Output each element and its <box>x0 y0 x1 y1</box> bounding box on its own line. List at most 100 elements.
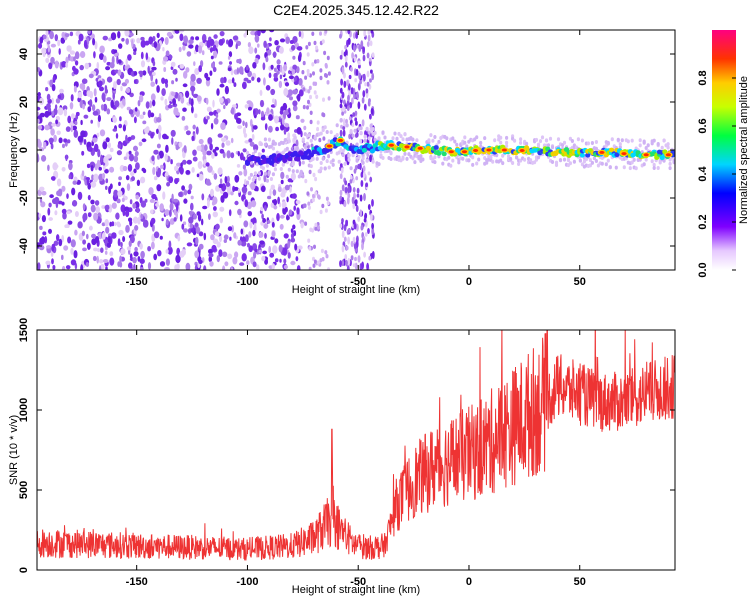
spectrogram-speckle <box>599 150 605 154</box>
spectrogram-speckle <box>210 122 214 130</box>
spectrogram-speckle <box>170 129 176 137</box>
spectrogram-panel: -150 -100 -50 0 50 -40 -20 0 20 40 Height of str… <box>8 29 676 296</box>
spectrogram-speckle <box>666 145 670 150</box>
spectrogram-speckle <box>77 221 83 229</box>
spectrogram-speckle <box>305 45 309 50</box>
spectrogram-speckle <box>138 94 144 103</box>
spectrogram-speckle <box>150 81 155 87</box>
spectrogram-speckle <box>120 242 123 248</box>
spectrogram-speckle <box>274 115 279 124</box>
snr-panel: -150 -100 -50 0 50 0 500 1000 1500 Height of st… <box>8 318 676 596</box>
spectrogram-speckle <box>352 263 356 268</box>
spectrogram-speckle <box>164 267 170 270</box>
spectrogram-speckle <box>237 125 243 130</box>
spectrogram-speckle <box>303 203 307 208</box>
spectrogram-speckle <box>523 157 527 162</box>
spectrogram-speckle <box>54 196 60 204</box>
spectrogram-speckle <box>293 80 299 86</box>
spectrogram-speckle <box>44 110 50 118</box>
spectrogram-speckle <box>188 39 194 44</box>
spectrogram-speckle <box>477 157 481 162</box>
spectrogram-speckle <box>178 46 182 53</box>
spectrogram-speckle <box>102 165 106 171</box>
spectrogram-speckle <box>43 141 47 149</box>
spectrogram-speckle <box>133 145 138 152</box>
spectrogram-speckle <box>463 135 467 140</box>
spectrogram-speckle <box>174 165 179 172</box>
spectrogram-speckle <box>203 232 207 241</box>
spectrogram-speckle <box>433 135 437 139</box>
spectrogram-speckle <box>339 189 343 197</box>
spectrogram-speckle <box>544 138 549 143</box>
spectrogram-speckle <box>283 138 287 142</box>
spectrogram-speckle <box>109 251 114 257</box>
spectrogram-speckle <box>614 152 620 158</box>
snr-x-tick-label: -50 <box>350 576 366 588</box>
spectrogram-speckle <box>162 162 166 171</box>
spectrogram-speckle <box>145 101 150 109</box>
spectrogram-speckle <box>191 105 194 114</box>
spectrogram-speckle <box>411 156 415 161</box>
spectrogram-speckle <box>97 114 101 122</box>
spectrogram-speckle <box>101 232 106 240</box>
spectrogram-speckle <box>622 165 626 170</box>
spectrogram-speckle <box>368 57 372 62</box>
spectrogram-speckle <box>364 82 367 87</box>
spectrogram-speckle <box>429 133 433 138</box>
spectrogram-speckle <box>501 148 507 152</box>
spectrogram-speckle <box>660 145 664 150</box>
spectrogram-speckle <box>366 41 370 47</box>
spectrogram-speckle <box>206 150 212 156</box>
spectrogram-speckle <box>327 71 331 76</box>
spectrogram-speckle <box>105 245 108 251</box>
spectrogram-speckle <box>371 227 375 236</box>
spectrogram-speckle <box>341 91 345 99</box>
spectrogram-speckle <box>249 160 253 165</box>
spectrogram-speckle <box>369 123 373 128</box>
spectrogram-speckle <box>216 255 220 263</box>
spectrogram-speckle <box>104 169 109 174</box>
spectrogram-speckle <box>354 110 358 117</box>
spectrogram-speckle <box>83 138 87 145</box>
spectrogram-speckle <box>236 67 240 75</box>
spectrogram-speckle <box>138 141 143 147</box>
spectrogram-speckle <box>196 173 200 178</box>
spectrogram-speckle <box>157 250 162 257</box>
spectrogram-speckle <box>286 214 289 221</box>
spectrogram-speckle <box>230 152 235 159</box>
spectrogram-speckle <box>151 155 155 162</box>
spectrogram-speckle <box>350 255 354 261</box>
spectrogram-speckle <box>181 115 186 121</box>
spectrogram-speckle <box>341 259 345 267</box>
spectrogram-speckle <box>223 234 229 240</box>
spectrogram-speckle <box>51 258 54 265</box>
spectrogram-speckle <box>304 88 308 93</box>
spectrogram-speckle <box>211 62 215 69</box>
spectrogram-speckle <box>246 201 252 210</box>
spectrogram-speckle <box>175 203 179 212</box>
spectrogram-speckle <box>109 183 113 190</box>
spectrogram-speckle <box>292 55 296 60</box>
snr-y-label: SNR (10 * v/v) <box>8 415 20 485</box>
spectrogram-speckle <box>120 85 123 92</box>
snr-marks <box>37 330 675 561</box>
spectrogram-speckle <box>219 30 225 37</box>
spectrogram-speckle <box>125 210 130 217</box>
spectrogram-speckle <box>262 62 266 71</box>
spectrogram-speckle <box>293 76 297 82</box>
spectrogram-speckle <box>254 34 260 43</box>
spectrogram-speckle <box>361 160 365 165</box>
spectrogram-speckle <box>61 167 66 172</box>
spectrogram-speckle <box>145 52 149 60</box>
spectrogram-speckle <box>273 72 278 79</box>
snr-x-label: Height of straight line (km) <box>292 584 420 596</box>
spectrogram-speckle <box>126 246 131 251</box>
spectrogram-speckle <box>178 166 182 172</box>
spectrogram-speckle <box>355 205 359 212</box>
spectrogram-speckle <box>253 171 257 176</box>
spectrogram-speckle <box>106 97 112 102</box>
spectrogram-speckle <box>99 259 104 264</box>
spectrogram-speckle <box>533 160 537 165</box>
spectrogram-speckle <box>188 44 194 49</box>
spectrogram-speckle <box>283 258 287 264</box>
